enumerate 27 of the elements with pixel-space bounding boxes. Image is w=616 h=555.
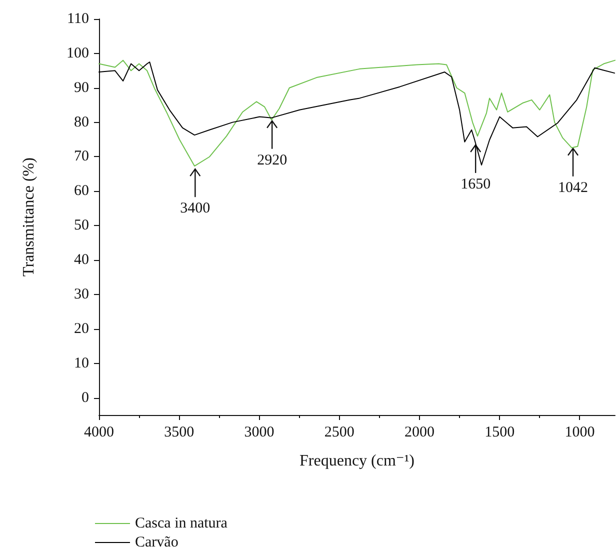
x-tick-label: 2000 (404, 424, 434, 440)
y-axis-title: Transmittance (%) (20, 158, 38, 276)
y-tick-label: 100 (66, 45, 89, 62)
y-tick-label: 30 (74, 286, 89, 302)
y-tick-label: 60 (74, 183, 89, 200)
x-tick-label: 2500 (324, 424, 354, 440)
y-tick-label: 50 (74, 218, 89, 234)
annotation: 2920 (257, 152, 288, 168)
annotation: 3400 (180, 200, 210, 217)
y-tick-label: 20 (74, 320, 89, 337)
y-tick-label: 90 (74, 80, 89, 96)
x-tick-label: 3500 (164, 424, 194, 440)
y-tick-label: 0 (82, 390, 89, 406)
x-tick-label: 1500 (484, 424, 515, 440)
y-tick-label: 40 (74, 252, 89, 268)
x-tick-label: 1000 (564, 424, 595, 440)
annotation: 1042 (558, 180, 588, 196)
y-tick-label: 80 (74, 114, 89, 130)
legend-label: Casca in natura (135, 516, 228, 532)
y-tick-label: 10 (74, 355, 89, 372)
x-axis-title: Frequency (cm⁻¹) (300, 452, 414, 470)
x-tick-label: 3000 (244, 424, 274, 440)
legend-label: Carvão (135, 534, 178, 550)
annotation: 1650 (460, 176, 491, 192)
x-tick-label: 4000 (84, 424, 114, 440)
y-tick-label: 110 (67, 11, 89, 27)
y-tick-label: 70 (74, 148, 89, 165)
